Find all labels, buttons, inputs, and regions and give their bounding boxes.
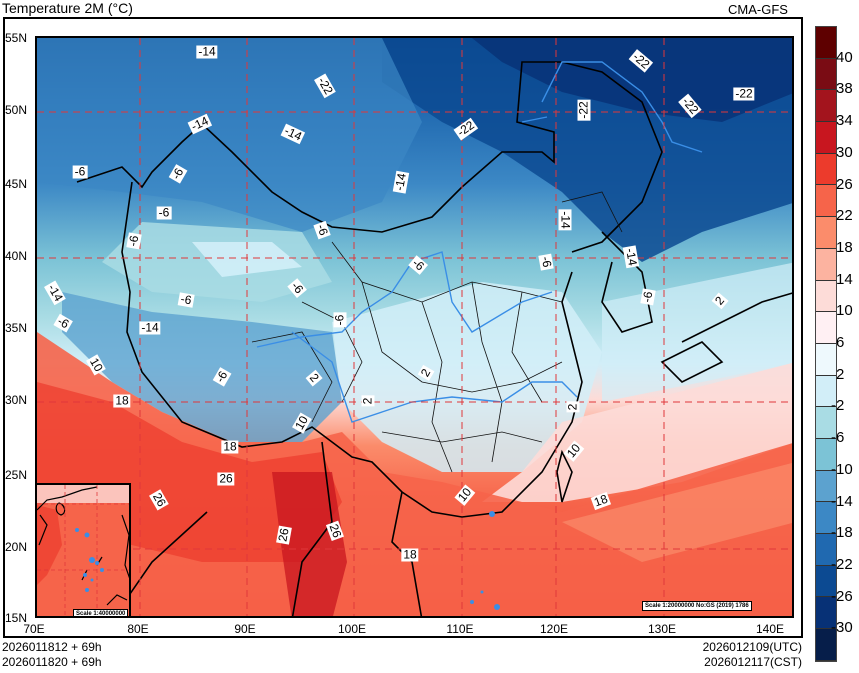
- contour-label: -6: [177, 291, 195, 308]
- colorbar-label: 40: [836, 48, 853, 66]
- contour-label: 18: [221, 439, 239, 454]
- contour-label: 2: [360, 395, 375, 407]
- colorbar-segment: [816, 438, 836, 471]
- y-tick-30n: 30N: [5, 393, 28, 407]
- model-name: CMA-GFS: [728, 2, 788, 17]
- contour-label: 26: [217, 471, 235, 486]
- colorbar-segment: [816, 90, 836, 123]
- contour-label: 18: [113, 393, 131, 408]
- x-tick-140e: 140E: [755, 622, 785, 636]
- colorbar-label: -6: [831, 429, 845, 447]
- x-tick-120e: 120E: [539, 622, 569, 636]
- temperature-map: Scale 1:40000000 Scale 1:20000000 No:GS …: [35, 36, 794, 618]
- contour-label: -22: [576, 99, 591, 121]
- map-scale-label: Scale 1:20000000 No:GS (2019) 1786: [642, 601, 752, 611]
- colorbar-segment: [816, 312, 836, 344]
- colorbar-label: 2: [836, 365, 845, 383]
- init-time-utc: 2026011812 + 69h: [2, 640, 102, 654]
- colorbar-label: 14: [836, 270, 853, 288]
- colorbar-segment: [816, 375, 836, 408]
- colorbar-segment: [816, 58, 836, 91]
- init-time-cst: 2026011820 + 69h: [2, 655, 102, 669]
- colorbar-segment: [816, 217, 836, 249]
- contour-label: -6: [538, 253, 555, 271]
- colorbar-segment: [816, 565, 836, 598]
- colorbar-label: 38: [836, 80, 853, 98]
- contour-label: 2: [565, 401, 580, 413]
- colorbar-label: -2: [831, 397, 845, 415]
- inset-scale-label: Scale 1:40000000: [73, 609, 129, 616]
- colorbar-label: -14: [831, 492, 853, 510]
- x-tick-80e: 80E: [127, 622, 149, 636]
- south-china-sea-inset: Scale 1:40000000: [37, 483, 131, 616]
- y-tick-20n: 20N: [5, 540, 28, 554]
- colorbar-label: 22: [836, 207, 853, 225]
- colorbar-label: -26: [831, 587, 853, 605]
- colorbar-segment: [816, 629, 836, 661]
- y-tick-15n: 15N: [5, 611, 28, 625]
- contour-label: -14: [558, 209, 573, 231]
- contour-label: -6: [639, 288, 656, 306]
- map-frame: [3, 17, 803, 638]
- colorbar-segment: [816, 248, 836, 281]
- colorbar-label: -22: [831, 555, 853, 573]
- colorbar-segment: [816, 185, 836, 218]
- contour-label: -22: [733, 86, 755, 101]
- colorbar-segment: [816, 407, 836, 439]
- colorbar-segment: [816, 280, 836, 313]
- contour-label: -6: [332, 312, 347, 328]
- valid-time-utc: 2026012109(UTC): [702, 640, 802, 654]
- contour-label: -14: [139, 320, 161, 335]
- x-tick-110e: 110E: [446, 622, 474, 636]
- y-tick-25n: 25N: [5, 468, 28, 482]
- colorbar-label: -18: [831, 524, 853, 542]
- colorbar-label: 6: [836, 334, 845, 351]
- inset-map: [37, 485, 129, 616]
- colorbar-segment: [816, 153, 836, 186]
- x-tick-90e: 90E: [234, 622, 256, 636]
- colorbar-label: -30: [831, 619, 853, 637]
- colorbar-segment: [816, 27, 836, 59]
- y-tick-45n: 45N: [5, 177, 28, 191]
- contour-label: -6: [72, 164, 88, 179]
- colorbar-label: 26: [836, 175, 853, 193]
- colorbar-label: 30: [836, 143, 853, 161]
- x-tick-100e: 100E: [337, 622, 367, 636]
- x-tick-130e: 130E: [647, 622, 677, 636]
- contour-label: -6: [125, 232, 142, 250]
- colorbar-segment: [816, 534, 836, 566]
- contour-label: 18: [401, 547, 419, 562]
- map-field: [37, 38, 792, 616]
- contour-label: -14: [622, 245, 640, 269]
- valid-time-cst: 2026012117(CST): [704, 655, 802, 669]
- contour-label: -14: [196, 44, 218, 59]
- y-tick-40n: 40N: [5, 249, 28, 263]
- colorbar-segment: [816, 502, 836, 534]
- colorbar-label: -10: [831, 460, 853, 478]
- colorbar-segment: [816, 597, 836, 630]
- y-tick-55n: 55N: [5, 31, 28, 45]
- colorbar: [815, 26, 837, 662]
- colorbar-segment: [816, 122, 836, 154]
- x-tick-70e: 70E: [23, 622, 45, 636]
- colorbar-label: 10: [836, 302, 853, 320]
- colorbar-label: 18: [836, 238, 853, 256]
- colorbar-segment: [816, 343, 836, 376]
- chart-title: Temperature 2M (°C): [2, 0, 133, 16]
- colorbar-segment: [816, 470, 836, 503]
- contour-label: -6: [156, 205, 172, 220]
- y-tick-50n: 50N: [5, 103, 28, 117]
- colorbar-label: 34: [836, 112, 853, 130]
- y-tick-35n: 35N: [5, 321, 28, 335]
